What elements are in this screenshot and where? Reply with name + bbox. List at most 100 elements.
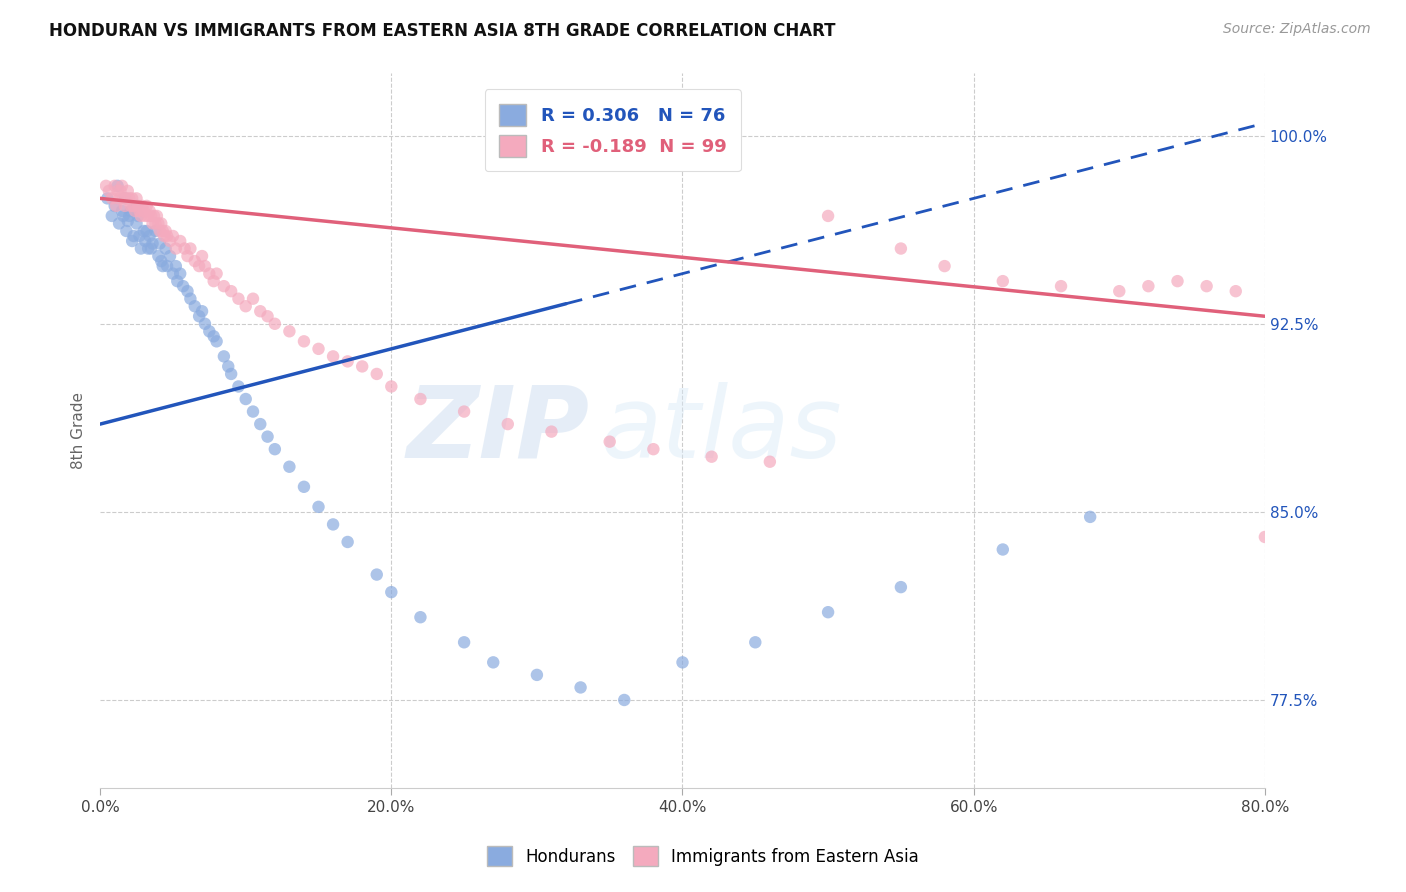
Point xyxy=(643,442,665,457)
Point xyxy=(117,184,139,198)
Point xyxy=(235,392,257,406)
Point xyxy=(117,214,139,228)
Point xyxy=(169,267,191,281)
Point xyxy=(156,259,179,273)
Point xyxy=(194,259,217,273)
Point xyxy=(1108,284,1130,298)
Point xyxy=(111,178,134,193)
Point xyxy=(453,404,475,418)
Point xyxy=(671,656,693,670)
Point xyxy=(336,535,359,549)
Point xyxy=(278,459,301,474)
Point xyxy=(111,203,134,218)
Point xyxy=(409,610,432,624)
Point xyxy=(217,359,239,374)
Point xyxy=(256,310,278,324)
Point xyxy=(228,379,250,393)
Point xyxy=(134,209,156,223)
Point xyxy=(127,209,149,223)
Point xyxy=(890,242,912,256)
Point xyxy=(132,224,155,238)
Point xyxy=(1282,555,1305,569)
Point xyxy=(162,267,184,281)
Point xyxy=(124,203,146,218)
Point xyxy=(198,267,221,281)
Point xyxy=(134,234,156,248)
Y-axis label: 8th Grade: 8th Grade xyxy=(72,392,86,469)
Point xyxy=(115,191,138,205)
Point xyxy=(112,191,135,205)
Point xyxy=(159,249,181,263)
Point xyxy=(148,249,170,263)
Point xyxy=(138,229,160,244)
Point xyxy=(172,279,194,293)
Point xyxy=(145,224,167,238)
Point xyxy=(235,299,257,313)
Point xyxy=(173,242,195,256)
Point xyxy=(1399,535,1406,549)
Point xyxy=(120,199,142,213)
Point xyxy=(108,217,131,231)
Point xyxy=(212,279,235,293)
Point xyxy=(496,417,519,431)
Point xyxy=(129,242,152,256)
Legend: Hondurans, Immigrants from Eastern Asia: Hondurans, Immigrants from Eastern Asia xyxy=(481,839,925,873)
Point xyxy=(136,242,159,256)
Point xyxy=(1166,274,1188,288)
Point xyxy=(159,234,181,248)
Point xyxy=(1369,530,1392,544)
Point xyxy=(380,379,402,393)
Point xyxy=(205,334,228,349)
Point xyxy=(118,209,141,223)
Point xyxy=(599,434,621,449)
Point xyxy=(263,442,285,457)
Point xyxy=(122,229,145,244)
Point xyxy=(166,274,188,288)
Point xyxy=(165,259,187,273)
Text: ZIP: ZIP xyxy=(406,382,589,479)
Text: atlas: atlas xyxy=(600,382,842,479)
Point xyxy=(890,580,912,594)
Point xyxy=(1225,284,1247,298)
Point xyxy=(1137,279,1160,293)
Point xyxy=(212,350,235,364)
Point xyxy=(759,455,782,469)
Point xyxy=(100,191,122,205)
Point xyxy=(188,310,211,324)
Point xyxy=(1050,279,1073,293)
Point xyxy=(121,191,143,205)
Point xyxy=(198,324,221,338)
Point xyxy=(155,224,177,238)
Point xyxy=(135,224,157,238)
Point xyxy=(125,191,148,205)
Point xyxy=(176,284,198,298)
Point xyxy=(219,367,242,381)
Point xyxy=(308,500,330,514)
Point xyxy=(162,229,184,244)
Point xyxy=(148,217,170,231)
Point xyxy=(744,635,766,649)
Point xyxy=(146,209,169,223)
Point xyxy=(366,367,388,381)
Legend: R = 0.306   N = 76, R = -0.189  N = 99: R = 0.306 N = 76, R = -0.189 N = 99 xyxy=(485,89,741,171)
Point xyxy=(352,359,374,374)
Point xyxy=(482,656,505,670)
Point xyxy=(107,178,129,193)
Point xyxy=(107,184,129,198)
Point xyxy=(153,229,176,244)
Point xyxy=(155,242,177,256)
Point xyxy=(128,203,150,218)
Point xyxy=(138,203,160,218)
Point xyxy=(120,203,142,218)
Point xyxy=(526,668,548,682)
Point xyxy=(817,209,839,223)
Point xyxy=(242,404,264,418)
Point xyxy=(202,274,225,288)
Point xyxy=(366,567,388,582)
Point xyxy=(249,417,271,431)
Point xyxy=(121,234,143,248)
Point xyxy=(110,184,132,198)
Point xyxy=(409,392,432,406)
Point xyxy=(308,342,330,356)
Point xyxy=(613,693,636,707)
